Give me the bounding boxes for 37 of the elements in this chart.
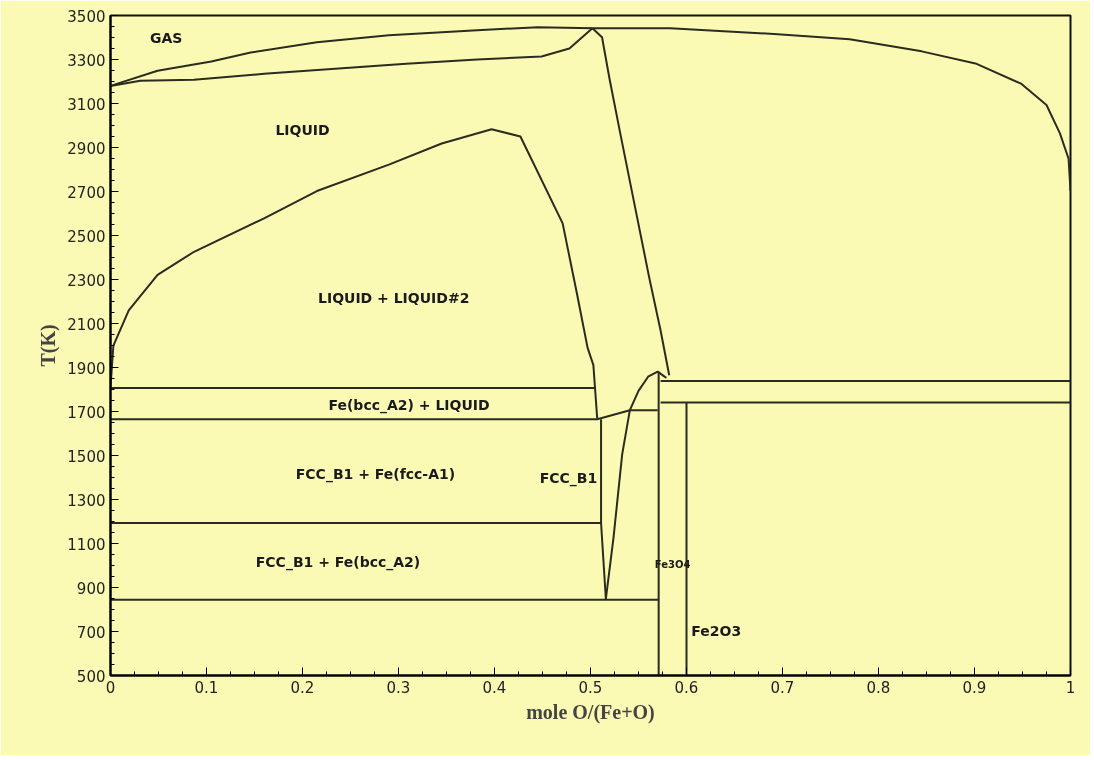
y-tick-label: 3100: [67, 95, 106, 114]
y-axis-title: T(K): [37, 324, 61, 367]
x-tick-label: 0.7: [770, 678, 795, 697]
y-tick-label: 3500: [67, 7, 106, 26]
y-tick-label: 2900: [67, 139, 106, 158]
x-tick-label: 0.1: [194, 678, 219, 697]
y-tick-label: 2500: [67, 227, 106, 246]
annotation: FCC_B1 + Fe(fcc-A1): [295, 465, 456, 483]
x-tick-label: 1: [1065, 678, 1076, 697]
x-tick-label: 0.2: [290, 678, 315, 697]
x-tick-label: 0.8: [866, 678, 891, 697]
y-tick-label: 700: [76, 623, 106, 642]
annotation: LIQUID: [275, 121, 330, 138]
x-tick-label: 0.6: [674, 678, 699, 697]
y-tick-label: 2100: [67, 315, 106, 334]
y-tick-label: 1500: [67, 447, 106, 466]
y-tick-label: 900: [76, 579, 106, 598]
y-tick-label: 1700: [67, 403, 106, 422]
x-tick-label: 0.9: [962, 678, 987, 697]
x-tick-label: 0.5: [578, 678, 603, 697]
annotation: GAS: [149, 29, 183, 46]
annotation: LIQUID + LIQUID#2: [318, 289, 470, 306]
y-tick-label: 2700: [67, 183, 106, 202]
y-tick-label: 1300: [67, 491, 106, 510]
annotation: FCC_B1: [539, 469, 598, 487]
annotation: Fe2O3: [691, 623, 742, 640]
x-tick-label: 0.3: [386, 678, 411, 697]
annotation: FCC_B1 + Fe(bcc_A2): [255, 554, 421, 572]
y-tick-label: 2300: [67, 271, 106, 290]
y-tick-label: 500: [76, 667, 106, 686]
annotation: Fe(bcc_A2) + LIQUID: [328, 397, 490, 415]
y-tick-label: 3300: [67, 51, 106, 70]
x-tick-label: 0: [105, 678, 116, 697]
y-tick-label: 1900: [67, 359, 106, 378]
x-axis-title: mole O/(Fe+O): [526, 700, 655, 724]
x-tick-label: 0.4: [482, 678, 507, 697]
y-tick-label: 1100: [67, 535, 106, 554]
